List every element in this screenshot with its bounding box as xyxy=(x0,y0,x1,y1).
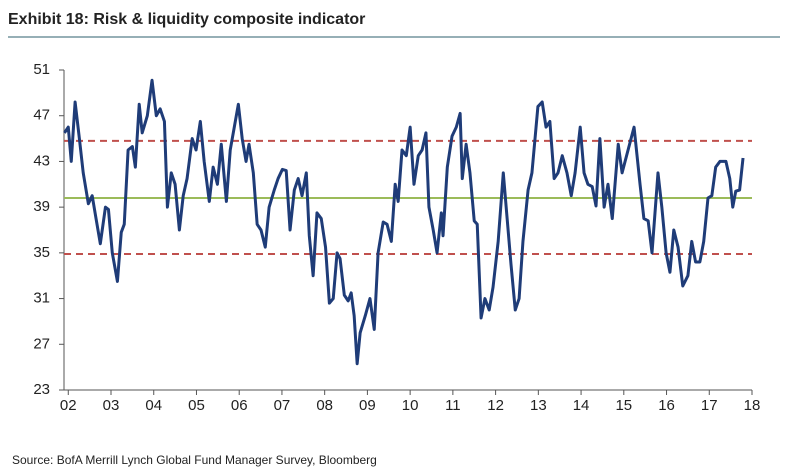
x-tick-label: 08 xyxy=(316,397,333,414)
chart-title: Exhibit 18: Risk & liquidity composite i… xyxy=(8,11,365,28)
x-tick-label: 17 xyxy=(701,397,718,414)
source-note: Source: BofA Merrill Lynch Global Fund M… xyxy=(12,453,377,467)
x-tick-label: 18 xyxy=(744,397,761,414)
x-tick-label: 13 xyxy=(530,397,547,414)
x-tick-label: 06 xyxy=(231,397,248,414)
x-tick-label: 02 xyxy=(60,397,77,414)
x-tick-label: 03 xyxy=(103,397,120,414)
x-tick-label: 15 xyxy=(615,397,632,414)
x-tick-label: 05 xyxy=(188,397,205,414)
y-tick-label: 23 xyxy=(33,381,50,398)
x-tick-label: 12 xyxy=(487,397,504,414)
y-tick-label: 43 xyxy=(33,152,50,169)
x-tick-label: 14 xyxy=(573,397,590,414)
y-tick-label: 47 xyxy=(33,107,50,124)
y-tick-label: 31 xyxy=(33,290,50,307)
y-tick-label: 39 xyxy=(33,198,50,215)
x-tick-label: 10 xyxy=(402,397,419,414)
x-tick-label: 07 xyxy=(274,397,291,414)
x-tick-label: 04 xyxy=(145,397,162,414)
y-tick-label: 27 xyxy=(33,335,50,352)
data-line xyxy=(63,78,745,366)
x-tick-label: 09 xyxy=(359,397,376,414)
x-tick-label: 11 xyxy=(445,397,461,414)
y-tick-label: 35 xyxy=(33,244,50,261)
y-tick-label: 51 xyxy=(33,61,50,78)
x-tick-label: 16 xyxy=(658,397,675,414)
